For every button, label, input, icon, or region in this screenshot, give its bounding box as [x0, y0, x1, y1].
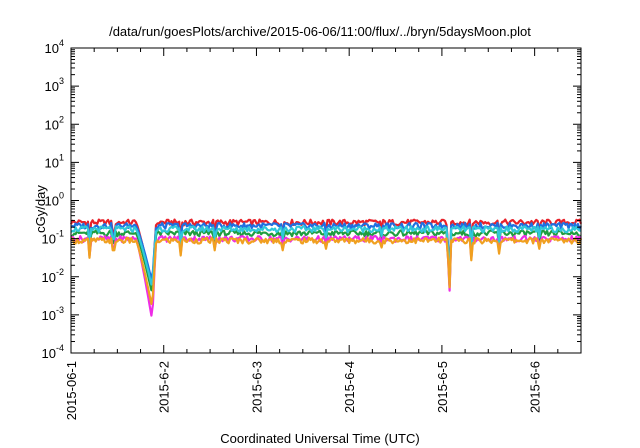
y-tick-label: 104	[45, 38, 64, 56]
y-tick-base: 10	[42, 232, 56, 247]
y-tick-label: 10-2	[42, 267, 64, 285]
y-tick-exponent: -3	[56, 305, 64, 315]
y-tick-label: 10-1	[42, 229, 64, 247]
y-tick-base: 10	[42, 308, 56, 323]
plot-frame	[70, 47, 582, 354]
y-tick-base: 10	[42, 270, 56, 285]
x-tick-label: 2015-6-4	[342, 361, 357, 413]
x-axis-label: Coordinated Universal Time (UTC)	[220, 431, 419, 446]
x-tick-label: 2015-6-6	[528, 361, 543, 413]
y-tick-exponent: -1	[56, 229, 64, 239]
x-tick-label: 2015-6-2	[157, 361, 172, 413]
y-tick-exponent: 0	[59, 191, 64, 201]
y-tick-base: 10	[45, 194, 59, 209]
y-tick-exponent: 3	[59, 76, 64, 86]
y-tick-exponent: -2	[56, 267, 64, 277]
y-tick-base: 10	[42, 346, 56, 361]
y-tick-label: 10-3	[42, 305, 64, 323]
y-tick-base: 10	[45, 41, 59, 56]
y-axis-label: cGy/day	[33, 185, 48, 233]
series-line	[70, 236, 583, 305]
ticks-layer: 10-410-310-210-11001011021031042015-06-1…	[42, 38, 581, 420]
y-tick-label: 100	[45, 191, 64, 209]
series-line	[70, 225, 582, 286]
y-tick-label: 101	[45, 152, 64, 170]
y-tick-exponent: 4	[59, 38, 64, 48]
y-tick-exponent: -4	[56, 343, 64, 353]
y-tick-label: 102	[45, 114, 64, 132]
x-tick-label: 2015-6-3	[249, 361, 264, 413]
y-tick-base: 10	[45, 117, 59, 132]
y-tick-base: 10	[45, 155, 59, 170]
y-tick-base: 10	[45, 79, 59, 94]
x-tick-label: 2015-6-5	[435, 361, 450, 413]
chart-title: /data/run/goesPlots/archive/2015-06-06/1…	[109, 24, 531, 39]
y-tick-label: 103	[45, 76, 64, 94]
y-tick-exponent: 1	[59, 152, 64, 162]
x-tick-label: 2015-06-1	[64, 361, 79, 420]
series-layer	[69, 218, 583, 317]
y-tick-exponent: 2	[59, 114, 64, 124]
y-tick-label: 10-4	[42, 343, 64, 361]
